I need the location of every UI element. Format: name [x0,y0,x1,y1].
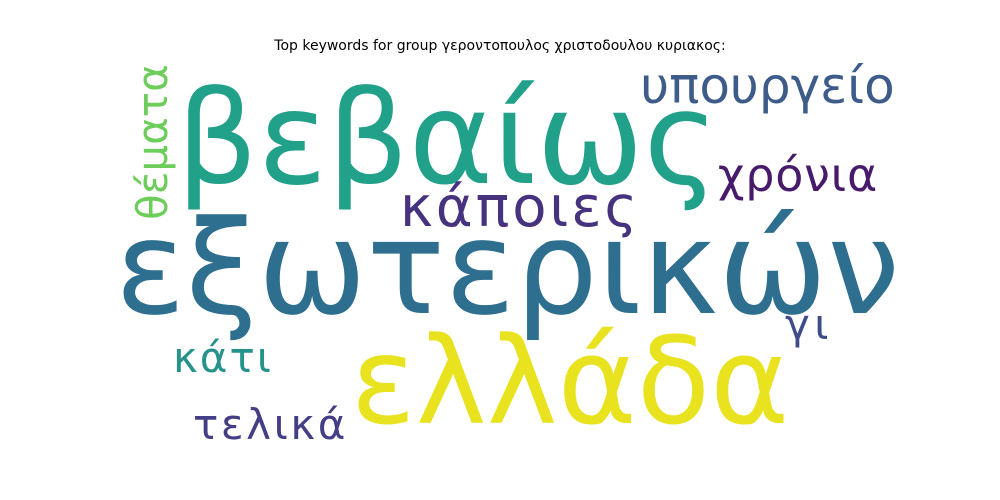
word-ypourgeio: υπουργείο [640,56,895,115]
word-kati: κάτι [173,333,273,382]
word-vevaios: βεβαίως [176,65,719,214]
figure-title: Top keywords for group γεροντοπουλος χρι… [274,38,726,54]
word-chronia: χρόνια [717,148,879,202]
word-gi: γι [784,300,834,349]
word-kapoies: κάποιες [399,174,641,240]
word-exoterikon: εξωτερικών [115,192,900,344]
word-themata: θέματα [128,64,177,220]
word-ellada: ελλάδα [350,313,790,452]
word-telika: τελικά [192,400,349,449]
